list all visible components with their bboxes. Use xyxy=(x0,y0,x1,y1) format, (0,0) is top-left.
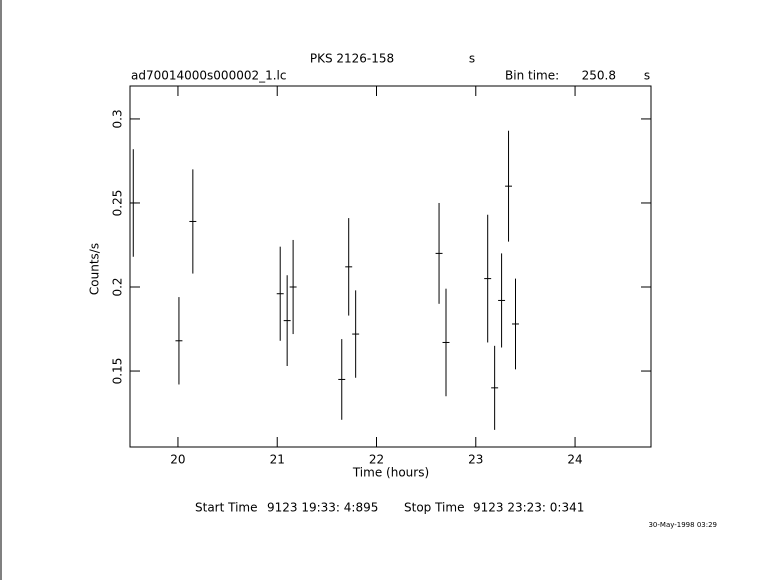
x-tick-label: 21 xyxy=(270,453,285,467)
start-label: Start Time xyxy=(195,501,258,515)
y-tick-label: 0.2 xyxy=(111,277,125,296)
bin-label: Bin time: xyxy=(505,69,559,83)
stop-time: 9123 23:23: 0:341 xyxy=(473,501,584,515)
y-tick-label: 0.3 xyxy=(111,109,125,128)
plot-frame xyxy=(129,85,652,448)
y-tick-label: 0.25 xyxy=(111,190,125,217)
date: 30-May-1998 03:29 xyxy=(648,521,717,529)
chart-title: PKS 2126-158 xyxy=(310,52,394,66)
x-tick-label: 23 xyxy=(468,453,483,467)
bin-unit: s xyxy=(644,69,650,83)
x-axis-label: Time (hours) xyxy=(352,466,429,480)
y-axis-label: Counts/s xyxy=(88,243,102,295)
subtitle: ad70014000s000002_1.lc xyxy=(131,69,287,83)
y-tick-label: 0.15 xyxy=(111,358,125,385)
x-tick-label: 24 xyxy=(567,453,582,467)
data-area xyxy=(130,130,519,430)
start-time: 9123 19:33: 4:895 xyxy=(267,501,378,515)
stop-label: Stop Time xyxy=(404,501,464,515)
x-tick-label: 20 xyxy=(170,453,185,467)
title-unit: s xyxy=(469,52,475,66)
bin-value: 250.8 xyxy=(582,69,616,83)
x-tick-label: 22 xyxy=(369,453,384,467)
